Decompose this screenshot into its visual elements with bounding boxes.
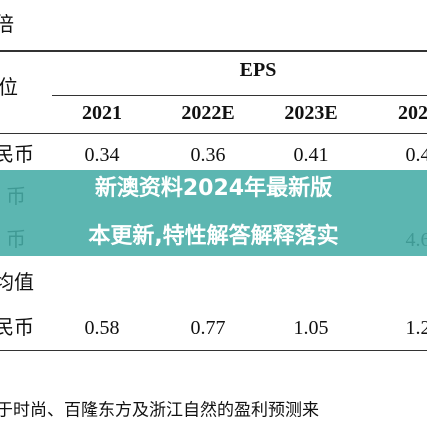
year-header: 2023E [284,102,338,124]
footnote: 于时尚、百隆东方及浙江自然的盈利预测来 [0,400,319,420]
rule [0,350,427,351]
cell: 0.36 [190,144,226,166]
cell: 0.58 [84,317,120,339]
unit-top: 倍 [0,14,14,36]
year-header: 2022E [181,102,235,124]
rule [52,95,427,96]
year-header: 2024 [398,102,427,124]
rule [0,50,427,52]
cell: 0.77 [190,317,226,339]
row-label: 民币 [0,317,34,339]
cell: 0.34 [84,144,120,166]
cell: 1.2 [405,317,427,339]
cell: 0.41 [293,144,329,166]
banner: 新澳资料2024年最新版 本更新,特性解答解释落实 [0,170,427,256]
row-label: 民币 [0,144,34,166]
unit: 位 [0,77,18,99]
cell: 1.05 [293,317,329,339]
banner-line: 本更新,特性解答解释落实 [88,224,339,249]
group-header: EPS [239,59,277,81]
rule [0,133,427,134]
row-label: 均值 [0,272,34,294]
banner-line: 新澳资料2024年最新版 [94,176,333,201]
cell: 0.4 [405,144,427,166]
year-header: 2021 [82,102,122,124]
